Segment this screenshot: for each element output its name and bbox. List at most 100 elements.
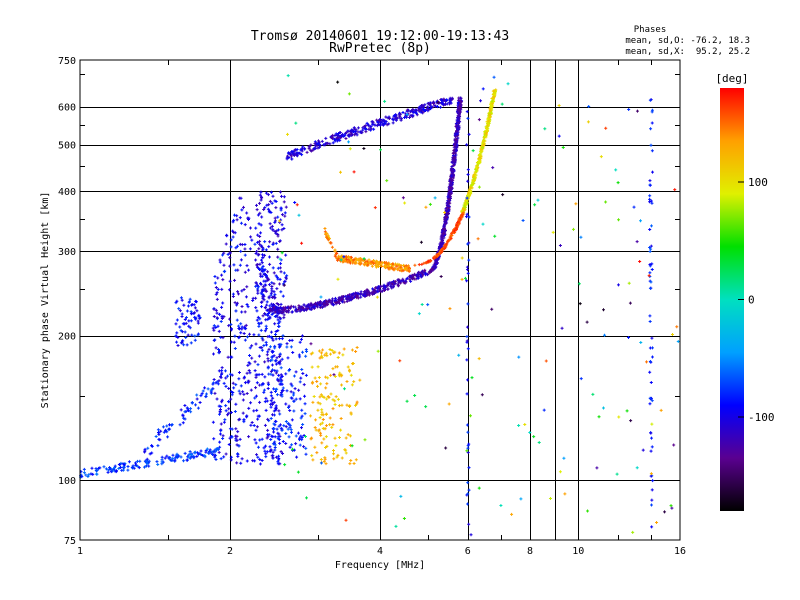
scatter-point [233, 347, 237, 351]
scatter-point [323, 457, 327, 461]
scatter-point [365, 261, 369, 265]
scatter-point [298, 397, 302, 401]
scatter-point [280, 213, 284, 217]
scatter-point [533, 203, 537, 207]
scatter-point [218, 412, 222, 416]
scatter-point [274, 408, 278, 412]
scatter-point [563, 492, 567, 496]
scatter-point [289, 345, 293, 349]
scatter-point [275, 427, 279, 431]
scatter-point [295, 154, 299, 158]
scatter-point [313, 425, 317, 429]
scatter-point [115, 469, 119, 473]
scatter-point [267, 334, 271, 338]
scatter-point [188, 297, 192, 301]
scatter-point [230, 393, 234, 397]
scatter-point [337, 351, 341, 355]
scatter-point [276, 318, 280, 322]
scatter-point [649, 472, 653, 476]
scatter-point [266, 386, 270, 390]
scatter-point [245, 264, 249, 268]
scatter-point [271, 413, 275, 417]
scatter-point [176, 344, 180, 348]
scatter-point [302, 383, 306, 387]
scatter-point [274, 337, 278, 341]
scatter-point [548, 497, 552, 501]
scatter-point [275, 306, 279, 310]
scatter-point [349, 411, 353, 415]
scatter-point [166, 435, 170, 439]
scatter-point [240, 457, 244, 461]
scatter-point [257, 354, 261, 358]
scatter-point [161, 425, 165, 429]
scatter-point [137, 466, 141, 470]
scatter-point [221, 253, 225, 257]
scatter-point [455, 132, 459, 136]
scatter-point [290, 396, 294, 400]
scatter-point [258, 239, 262, 243]
scatter-point [335, 252, 339, 256]
scatter-point [481, 87, 485, 91]
scatter-point [187, 455, 191, 459]
scatter-point [399, 118, 403, 122]
scatter-point [284, 425, 288, 429]
scatter-point [517, 355, 521, 359]
scatter-point [142, 465, 146, 469]
scatter-point [443, 223, 447, 227]
scatter-point [459, 215, 463, 219]
scatter-point [411, 274, 415, 278]
scatter-point [102, 465, 106, 469]
scatter-point [235, 244, 239, 248]
scatter-point [492, 95, 496, 99]
scatter-point [466, 446, 470, 450]
scatter-point [331, 133, 335, 137]
scatter-point [298, 309, 302, 313]
scatter-point [628, 301, 632, 305]
scatter-point [650, 267, 654, 271]
scatter-point [235, 303, 239, 307]
scatter-point [419, 273, 423, 277]
scatter-point [466, 430, 470, 434]
scatter-point [298, 443, 302, 447]
scatter-point [648, 227, 652, 231]
scatter-point [648, 263, 652, 267]
scatter-point [351, 261, 355, 265]
scatter-point [236, 430, 240, 434]
scatter-point [267, 296, 271, 300]
scatter-point [270, 307, 274, 311]
scatter-point [256, 417, 260, 421]
scatter-point [346, 260, 350, 264]
scatter-point [98, 466, 102, 470]
scatter-point [95, 472, 99, 476]
scatter-point [269, 211, 273, 215]
scatter-point [268, 240, 272, 244]
scatter-point [271, 368, 275, 372]
scatter-point [215, 316, 219, 320]
scatter-point [363, 290, 367, 294]
scatter-point [285, 306, 289, 310]
scatter-point [269, 226, 273, 230]
scatter-point [324, 386, 328, 390]
scatter-point [443, 244, 447, 248]
scatter-point [253, 396, 257, 400]
scatter-point [335, 133, 339, 137]
scatter-point [243, 253, 247, 257]
scatter-point [261, 295, 265, 299]
scatter-point [154, 434, 158, 438]
scatter-point [256, 445, 260, 449]
scatter-point [303, 412, 307, 416]
scatter-point [506, 82, 510, 86]
scatter-point [314, 428, 318, 432]
scatter-point [617, 415, 621, 419]
scatter-point [220, 366, 224, 370]
scatter-point [469, 185, 473, 189]
scatter-point [445, 215, 449, 219]
scatter-point [238, 242, 242, 246]
scatter-point [301, 350, 305, 354]
scatter-point [357, 261, 361, 265]
scatter-point [229, 410, 233, 414]
scatter-point [276, 234, 280, 238]
scatter-point [466, 378, 470, 382]
scatter-point [354, 458, 358, 462]
